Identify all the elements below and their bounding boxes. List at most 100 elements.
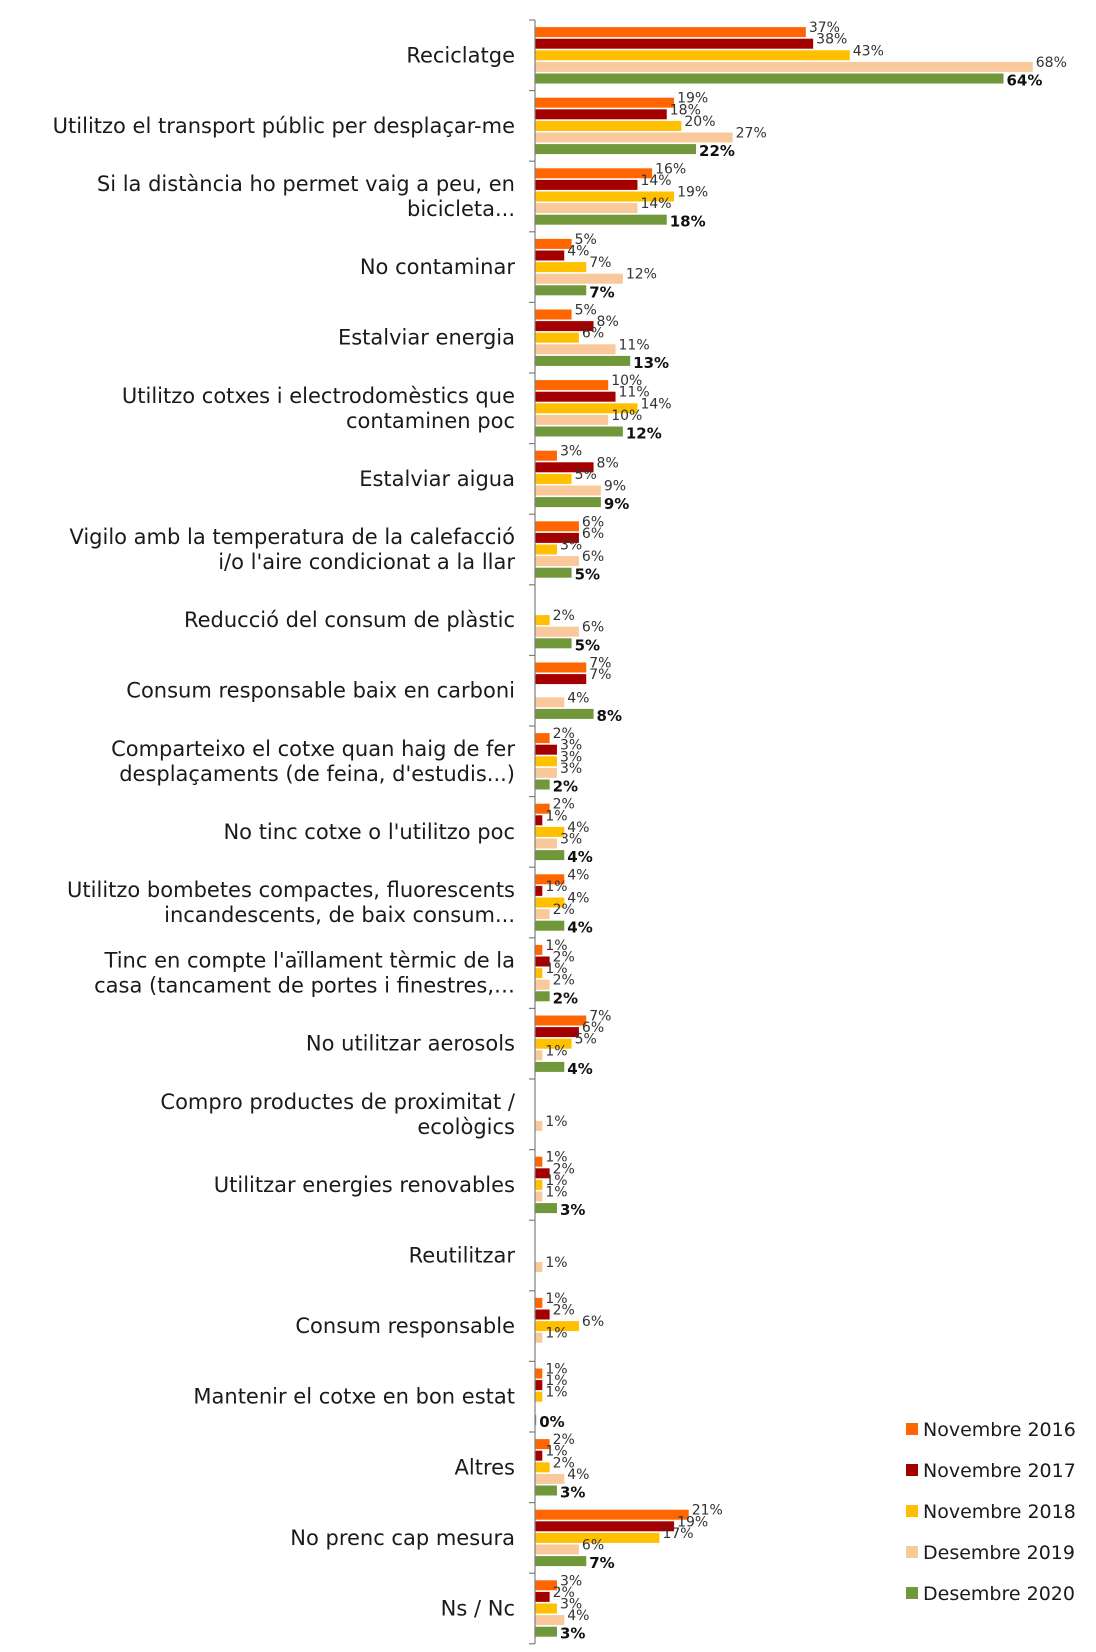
bar (535, 909, 550, 920)
y-axis (529, 19, 536, 1645)
bar (535, 27, 806, 38)
category-label: Vigilo amb la temperatura de la calefacc… (69, 525, 515, 574)
bar (535, 920, 565, 931)
data-label: 18% (670, 102, 701, 118)
data-label: 2% (553, 902, 575, 918)
category-label-line: No utilitzar aerosols (306, 1032, 515, 1056)
category-label: Consum responsable (295, 1314, 515, 1338)
bar (535, 1380, 543, 1391)
bar (535, 262, 587, 273)
category-label: Comparteixo el cotxe quan haig de fer des… (111, 737, 515, 786)
data-label: 6% (582, 526, 604, 542)
bar (535, 426, 623, 437)
bar (535, 1156, 543, 1167)
data-label: 2% (553, 1432, 575, 1448)
data-label: 3% (560, 1573, 582, 1589)
category-label-line: Estalviar aigua (359, 467, 515, 491)
bar (535, 1120, 543, 1131)
bar (535, 1332, 543, 1343)
category-label: Si la distància ho permet vaig a peu, en… (97, 172, 515, 221)
category-label-line: incandescents, de baix consum... (164, 903, 515, 927)
bar (535, 815, 543, 826)
category-label-line: Utilitzo el transport públic per desplaç… (53, 114, 515, 138)
category-label-line: i/o l'aire condicionat a la llar (218, 550, 515, 574)
bar (535, 803, 550, 814)
data-label: 2% (553, 608, 575, 624)
category-label-line: No prenc cap mesura (290, 1526, 515, 1550)
data-label: 19% (677, 185, 708, 201)
category-label-line: desplaçaments (de feina, d'estudis...) (119, 762, 515, 786)
data-label: 3% (560, 1625, 585, 1643)
category-label-line: Consum responsable baix en carboni (126, 679, 515, 703)
data-label: 6% (582, 1314, 604, 1330)
data-label: 3% (560, 1484, 585, 1502)
category-label-line: Ns / Nc (441, 1597, 515, 1621)
bar (535, 1368, 543, 1379)
category-label: Reciclatge (406, 43, 515, 67)
data-label: 3% (560, 738, 582, 754)
data-label: 3% (560, 444, 582, 460)
data-label: 16% (655, 161, 686, 177)
data-label: 4% (567, 690, 589, 706)
category-label-line: Compro productes de proximitat / (160, 1090, 515, 1114)
bar (535, 1450, 543, 1461)
legend: Novembre 2016 Novembre 2017 Novembre 2018 D… (906, 1419, 1076, 1605)
data-label: 3% (560, 832, 582, 848)
data-label: 3% (560, 749, 582, 765)
bar (535, 273, 623, 284)
data-label: 17% (662, 1526, 693, 1542)
bar (535, 1603, 557, 1614)
category-label-line: Utilitzar energies renovables (214, 1173, 515, 1197)
bar (535, 756, 557, 767)
bar (535, 944, 543, 955)
data-label: 2% (553, 1161, 575, 1177)
data-label: 6% (582, 1538, 604, 1554)
bar (535, 238, 572, 249)
category-label-line: Tinc en compte l'aïllament tèrmic de la (104, 949, 515, 973)
data-label: 68% (1036, 55, 1067, 71)
bar (535, 497, 601, 508)
category-label: No utilitzar aerosols (306, 1032, 515, 1056)
bar (535, 544, 557, 555)
category-label-line: ecològics (417, 1115, 515, 1139)
data-label: 6% (582, 620, 604, 636)
data-label: 1% (545, 1114, 567, 1130)
bar (535, 1439, 550, 1450)
bar (535, 779, 550, 790)
data-label: 3% (560, 1201, 585, 1219)
category-label: Tinc en compte l'aïllament tèrmic de la c… (94, 949, 515, 998)
data-label: 6% (582, 1020, 604, 1036)
bar (535, 1462, 550, 1473)
category-label-line: Estalviar energia (338, 326, 515, 350)
bar (535, 767, 557, 778)
bar (535, 1050, 543, 1061)
data-label: 7% (589, 667, 611, 683)
data-label: 19% (677, 91, 708, 107)
bar (535, 826, 565, 837)
data-label: 2% (553, 726, 575, 742)
data-label: 13% (633, 354, 669, 372)
bar (535, 50, 850, 61)
category-label-line: Si la distància ho permet vaig a peu, en (97, 172, 515, 196)
category-label: Reutilitzar (409, 1244, 516, 1268)
category-label: Estalviar energia (338, 326, 515, 350)
bar (535, 355, 631, 366)
data-label: 7% (589, 656, 611, 672)
bar (535, 1262, 543, 1273)
category-label-line: Reutilitzar (409, 1244, 516, 1268)
bar (535, 968, 543, 979)
legend-swatch (906, 1505, 918, 1517)
data-label: 7% (589, 1554, 614, 1572)
data-label: 0% (539, 1413, 564, 1431)
bar (535, 1556, 587, 1567)
data-label: 14% (640, 173, 671, 189)
bar (535, 850, 565, 861)
data-label: 2% (553, 1303, 575, 1319)
bar (535, 1532, 660, 1543)
data-label: 2% (553, 778, 578, 796)
bar (535, 344, 616, 355)
data-label: 64% (1006, 72, 1042, 90)
bar (535, 285, 587, 296)
bar (535, 1615, 565, 1626)
data-label: 5% (575, 467, 597, 483)
